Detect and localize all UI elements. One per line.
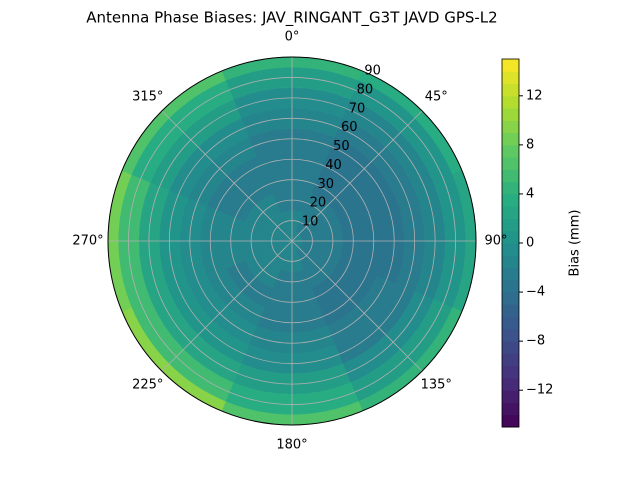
colorbar-band <box>502 243 519 256</box>
colorbar-band <box>502 157 519 170</box>
r-tick-label: 70 <box>349 101 366 116</box>
colorbar-band <box>502 365 519 379</box>
r-tick-label: 50 <box>333 139 350 154</box>
theta-tick-label: 90° <box>484 234 507 249</box>
colorbar-tick-label: 0 <box>526 236 534 251</box>
colorbar: −12 −8 −4 0 4 8 12 <box>501 58 553 428</box>
colorbar-band <box>502 279 519 293</box>
colorbar-band <box>502 390 519 403</box>
colorbar-tick-label: −8 <box>526 334 545 349</box>
colorbar-band <box>502 402 519 416</box>
r-tick-label: 30 <box>317 177 334 192</box>
theta-tick-label: 0° <box>285 30 300 45</box>
colorbar-band <box>502 193 519 207</box>
colorbar-band <box>502 169 519 183</box>
polar-frame <box>107 56 477 426</box>
theta-tick-label: 180° <box>276 438 307 453</box>
colorbar-band <box>502 71 519 85</box>
colorbar-band <box>502 95 519 109</box>
colorbar-band <box>502 328 519 342</box>
colorbar-band <box>502 316 519 330</box>
colorbar-tick-label: −12 <box>526 383 553 398</box>
angular-grid-line <box>161 240 293 372</box>
colorbar-band <box>502 341 519 354</box>
theta-tick-label: 45° <box>425 89 448 104</box>
r-tick-label: 80 <box>357 82 374 97</box>
colorbar-tick-label: 4 <box>526 186 534 201</box>
r-tick-label: 10 <box>302 215 319 230</box>
colorbar-band <box>502 59 519 72</box>
colorbar-label: Bias (mm) <box>568 210 583 277</box>
colorbar-band <box>502 83 519 97</box>
angular-grid-line <box>291 110 423 242</box>
colorbar-band <box>502 255 519 269</box>
theta-tick-label: 135° <box>421 378 452 393</box>
colorbar-tick-label: −4 <box>526 285 545 300</box>
r-tick-label: 40 <box>325 158 342 173</box>
r-tick-label: 60 <box>341 120 358 135</box>
colorbar-band <box>502 267 519 281</box>
colorbar-band <box>502 132 519 146</box>
colorbar-tick-label: 8 <box>526 137 534 152</box>
colorbar-band <box>502 414 519 428</box>
chart-title: Antenna Phase Biases: JAV_RINGANT_G3T JA… <box>86 9 497 28</box>
colorbar-tick-label: 12 <box>526 88 543 103</box>
theta-tick-label: 225° <box>132 378 163 393</box>
theta-tick-label: 270° <box>72 234 103 249</box>
r-tick-label: 90 <box>364 64 381 79</box>
colorbar-band <box>502 292 519 305</box>
colorbar-band <box>502 181 519 195</box>
colorbar-band <box>502 218 519 232</box>
angular-grid-line <box>161 110 293 242</box>
colorbar-band <box>502 206 519 219</box>
colorbar-band <box>502 304 519 318</box>
r-tick-label: 20 <box>310 196 327 211</box>
colorbar-band <box>502 144 519 158</box>
theta-tick-label: 315° <box>132 89 163 104</box>
colorbar-band <box>502 230 519 244</box>
polar-grid <box>107 56 477 426</box>
colorbar-band <box>502 108 519 121</box>
colorbar-band <box>502 377 519 391</box>
colorbar-band <box>502 120 519 134</box>
colorbar-band <box>502 353 519 367</box>
angular-grid-line <box>291 240 423 372</box>
